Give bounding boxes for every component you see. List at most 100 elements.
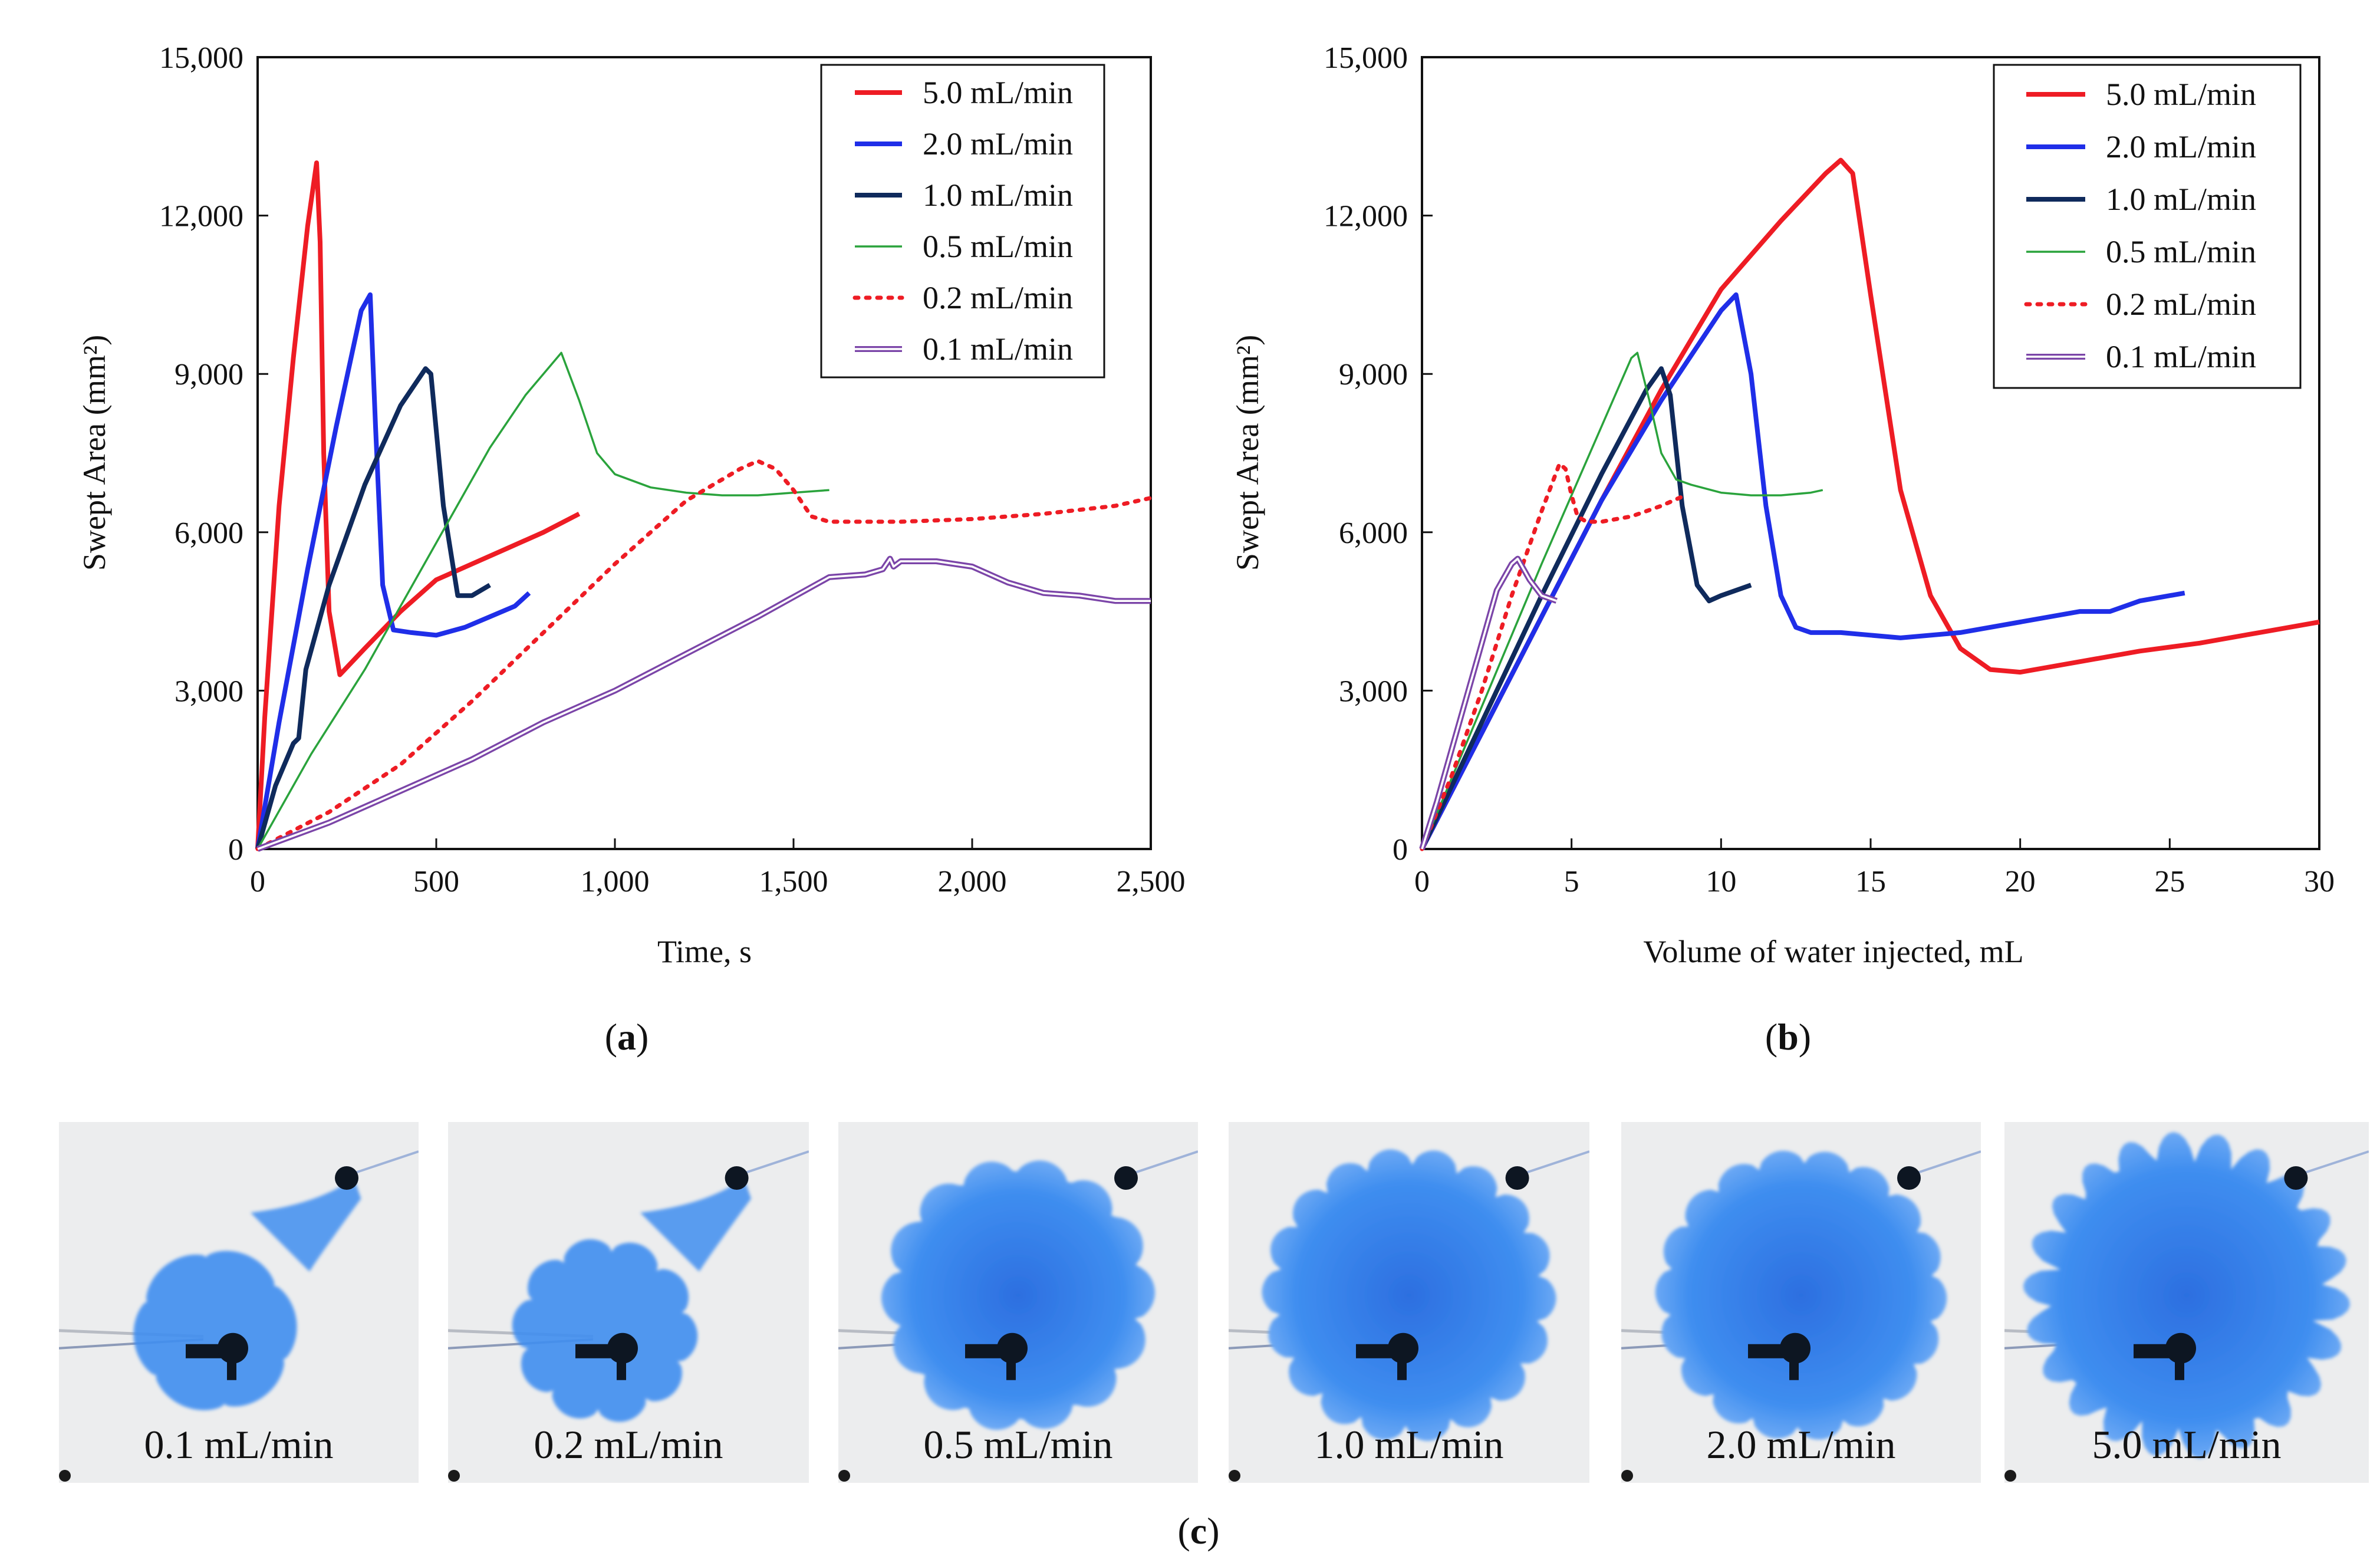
legend-label: 2.0 mL/min: [923, 126, 1073, 162]
production-well-icon: [335, 1166, 358, 1190]
chart-b: 0 5 10 15 20 25 30 0 3,000 6,000 9,000 12,000 15,000…: [1230, 41, 2335, 1058]
legend-label: 2.0 mL/min: [2106, 129, 2256, 164]
chart-b-legend: 5.0 mL/min 2.0 mL/min 1.0 mL/min 0.5 mL/min…: [1993, 64, 2302, 389]
photo-content: [2004, 1132, 2369, 1482]
corner-marker: [448, 1470, 460, 1482]
chart-b-ylabel: Swept Area (mm²): [1230, 335, 1265, 571]
corner-marker: [838, 1470, 850, 1482]
chart-b-series-2-0-ml-min: [1420, 292, 2185, 850]
chart-b-ytick-label: 3,000: [1339, 674, 1408, 708]
fluid-swept-area: [512, 1239, 698, 1422]
legend-label: 0.1 mL/min: [2106, 339, 2256, 374]
photo-caption: 0.2 mL/min: [534, 1422, 723, 1467]
photo-caption: 2.0 mL/min: [1706, 1422, 1895, 1467]
photo-strip: 0.1 mL/min 0.2 mL/min 0.5 mL/min 1.0 mL/min…: [59, 1122, 2369, 1483]
chart-a-series: [255, 160, 1153, 852]
chart-a-xtick-label: 0: [250, 865, 265, 899]
panel-label-a: (a): [605, 1016, 649, 1058]
chart-a-series-5-0-ml-min: [255, 160, 581, 850]
chart-b-series-1-0-ml-min: [1420, 366, 1752, 850]
legend-item: 0.1 mL/min: [855, 331, 1073, 367]
chart-b-series: [1419, 157, 2320, 851]
injector-fitting: [1789, 1360, 1799, 1380]
photo-content: [1229, 1149, 1589, 1482]
series-line: [256, 351, 829, 850]
legend-label: 0.2 mL/min: [923, 280, 1073, 315]
corner-marker: [59, 1470, 71, 1482]
chart-b-xtick-label: 0: [1414, 865, 1430, 899]
legend-item: 5.0 mL/min: [855, 75, 1073, 110]
chart-a-xtick-label: 500: [413, 865, 459, 899]
legend-label: 1.0 mL/min: [923, 177, 1073, 213]
fluid-swept-area: [2023, 1132, 2351, 1459]
legend-label: 5.0 mL/min: [923, 75, 1073, 110]
series-line: [1420, 461, 1687, 851]
chart-a-ylabel: Swept Area (mm²): [77, 335, 112, 571]
fluid-swept-area: [881, 1160, 1156, 1430]
photo-content: [448, 1150, 809, 1482]
corner-marker: [1621, 1470, 1633, 1482]
corner-marker: [1229, 1470, 1240, 1482]
photo-5: 2.0 mL/min: [1621, 1122, 1981, 1483]
series-line: [257, 557, 1151, 850]
chart-a-xtick-label: 1,000: [581, 865, 650, 899]
chart-b-ytick-label: 0: [1393, 833, 1408, 867]
injection-well-icon: [1388, 1332, 1418, 1364]
chart-a-xtick-label: 2,000: [938, 865, 1007, 899]
chart-b-ytick-label: 9,000: [1339, 358, 1408, 391]
chart-a-ytick-label: 9,000: [175, 358, 243, 391]
injection-well-icon: [1780, 1332, 1810, 1364]
legend-item: 5.0 mL/min: [2026, 77, 2256, 112]
photo-caption: 0.5 mL/min: [923, 1422, 1112, 1467]
chart-a-xlabel: Time, s: [657, 934, 752, 969]
chart-a: 0 500 1,000 1,500 2,000 2,500 0 3,000 6,000 9,000…: [77, 41, 1186, 1058]
photo-4: 1.0 mL/min: [1229, 1122, 1589, 1483]
legend-item: 0.2 mL/min: [852, 280, 1073, 315]
series-line: [255, 366, 491, 850]
chart-b-series-0-2-ml-min: [1420, 461, 1687, 851]
legend-item: 0.2 mL/min: [2024, 287, 2256, 322]
chart-a-xtick-label: 1,500: [759, 865, 828, 899]
production-well-icon: [1114, 1166, 1138, 1190]
injector-fitting: [2175, 1360, 2184, 1380]
chart-b-xtick-label: 20: [2005, 865, 2036, 899]
series-line: [1420, 366, 1752, 850]
photo-content: [838, 1150, 1198, 1482]
photo-content: [1621, 1150, 1981, 1482]
photo-3: 0.5 mL/min: [838, 1122, 1198, 1483]
chart-a-ytick-label: 12,000: [159, 200, 243, 233]
chart-a-series-1-0-ml-min: [255, 366, 491, 850]
photo-caption: 0.1 mL/min: [144, 1422, 333, 1467]
chart-a-series-0-2-ml-min: [255, 459, 1153, 851]
legend-item: 1.0 mL/min: [2026, 182, 2256, 217]
photo-1: 0.1 mL/min: [59, 1122, 419, 1483]
legend-item: 2.0 mL/min: [2026, 129, 2256, 164]
chart-b-ytick-label: 12,000: [1324, 200, 1408, 233]
chart-b-xtick-label: 30: [2304, 865, 2335, 899]
series-line: [1421, 557, 1557, 850]
fluid-finger: [640, 1178, 752, 1272]
legend-item: 1.0 mL/min: [855, 177, 1073, 213]
injector-fitting: [1397, 1360, 1407, 1380]
photo-caption: 5.0 mL/min: [2092, 1422, 2281, 1467]
photo-caption: 1.0 mL/min: [1314, 1422, 1503, 1467]
chart-a-legend: 5.0 mL/min 2.0 mL/min 1.0 mL/min 0.5 mL/min…: [820, 64, 1105, 379]
series-line: [256, 555, 1151, 852]
legend-label: 0.1 mL/min: [923, 331, 1073, 367]
fluid-finger: [251, 1178, 361, 1272]
photo-content: [59, 1150, 419, 1482]
chart-b-xtick-label: 25: [2154, 865, 2185, 899]
series-line: [255, 160, 581, 850]
chart-a-ytick-label: 15,000: [159, 41, 243, 75]
chart-a-series-0-5-ml-min: [256, 351, 829, 850]
chart-a-series-2-0-ml-min: [255, 292, 531, 850]
chart-a-series-0-1-ml-min: [256, 555, 1151, 852]
production-well-icon: [1897, 1166, 1921, 1190]
chart-b-xtick-label: 15: [1855, 865, 1886, 899]
injection-well-icon: [218, 1332, 248, 1364]
chart-a-ytick-label: 3,000: [175, 674, 243, 708]
chart-b-ytick-label: 6,000: [1339, 516, 1408, 550]
legend-label: 5.0 mL/min: [2106, 77, 2256, 112]
injector-fitting: [617, 1360, 626, 1380]
injection-well-icon: [607, 1332, 638, 1364]
